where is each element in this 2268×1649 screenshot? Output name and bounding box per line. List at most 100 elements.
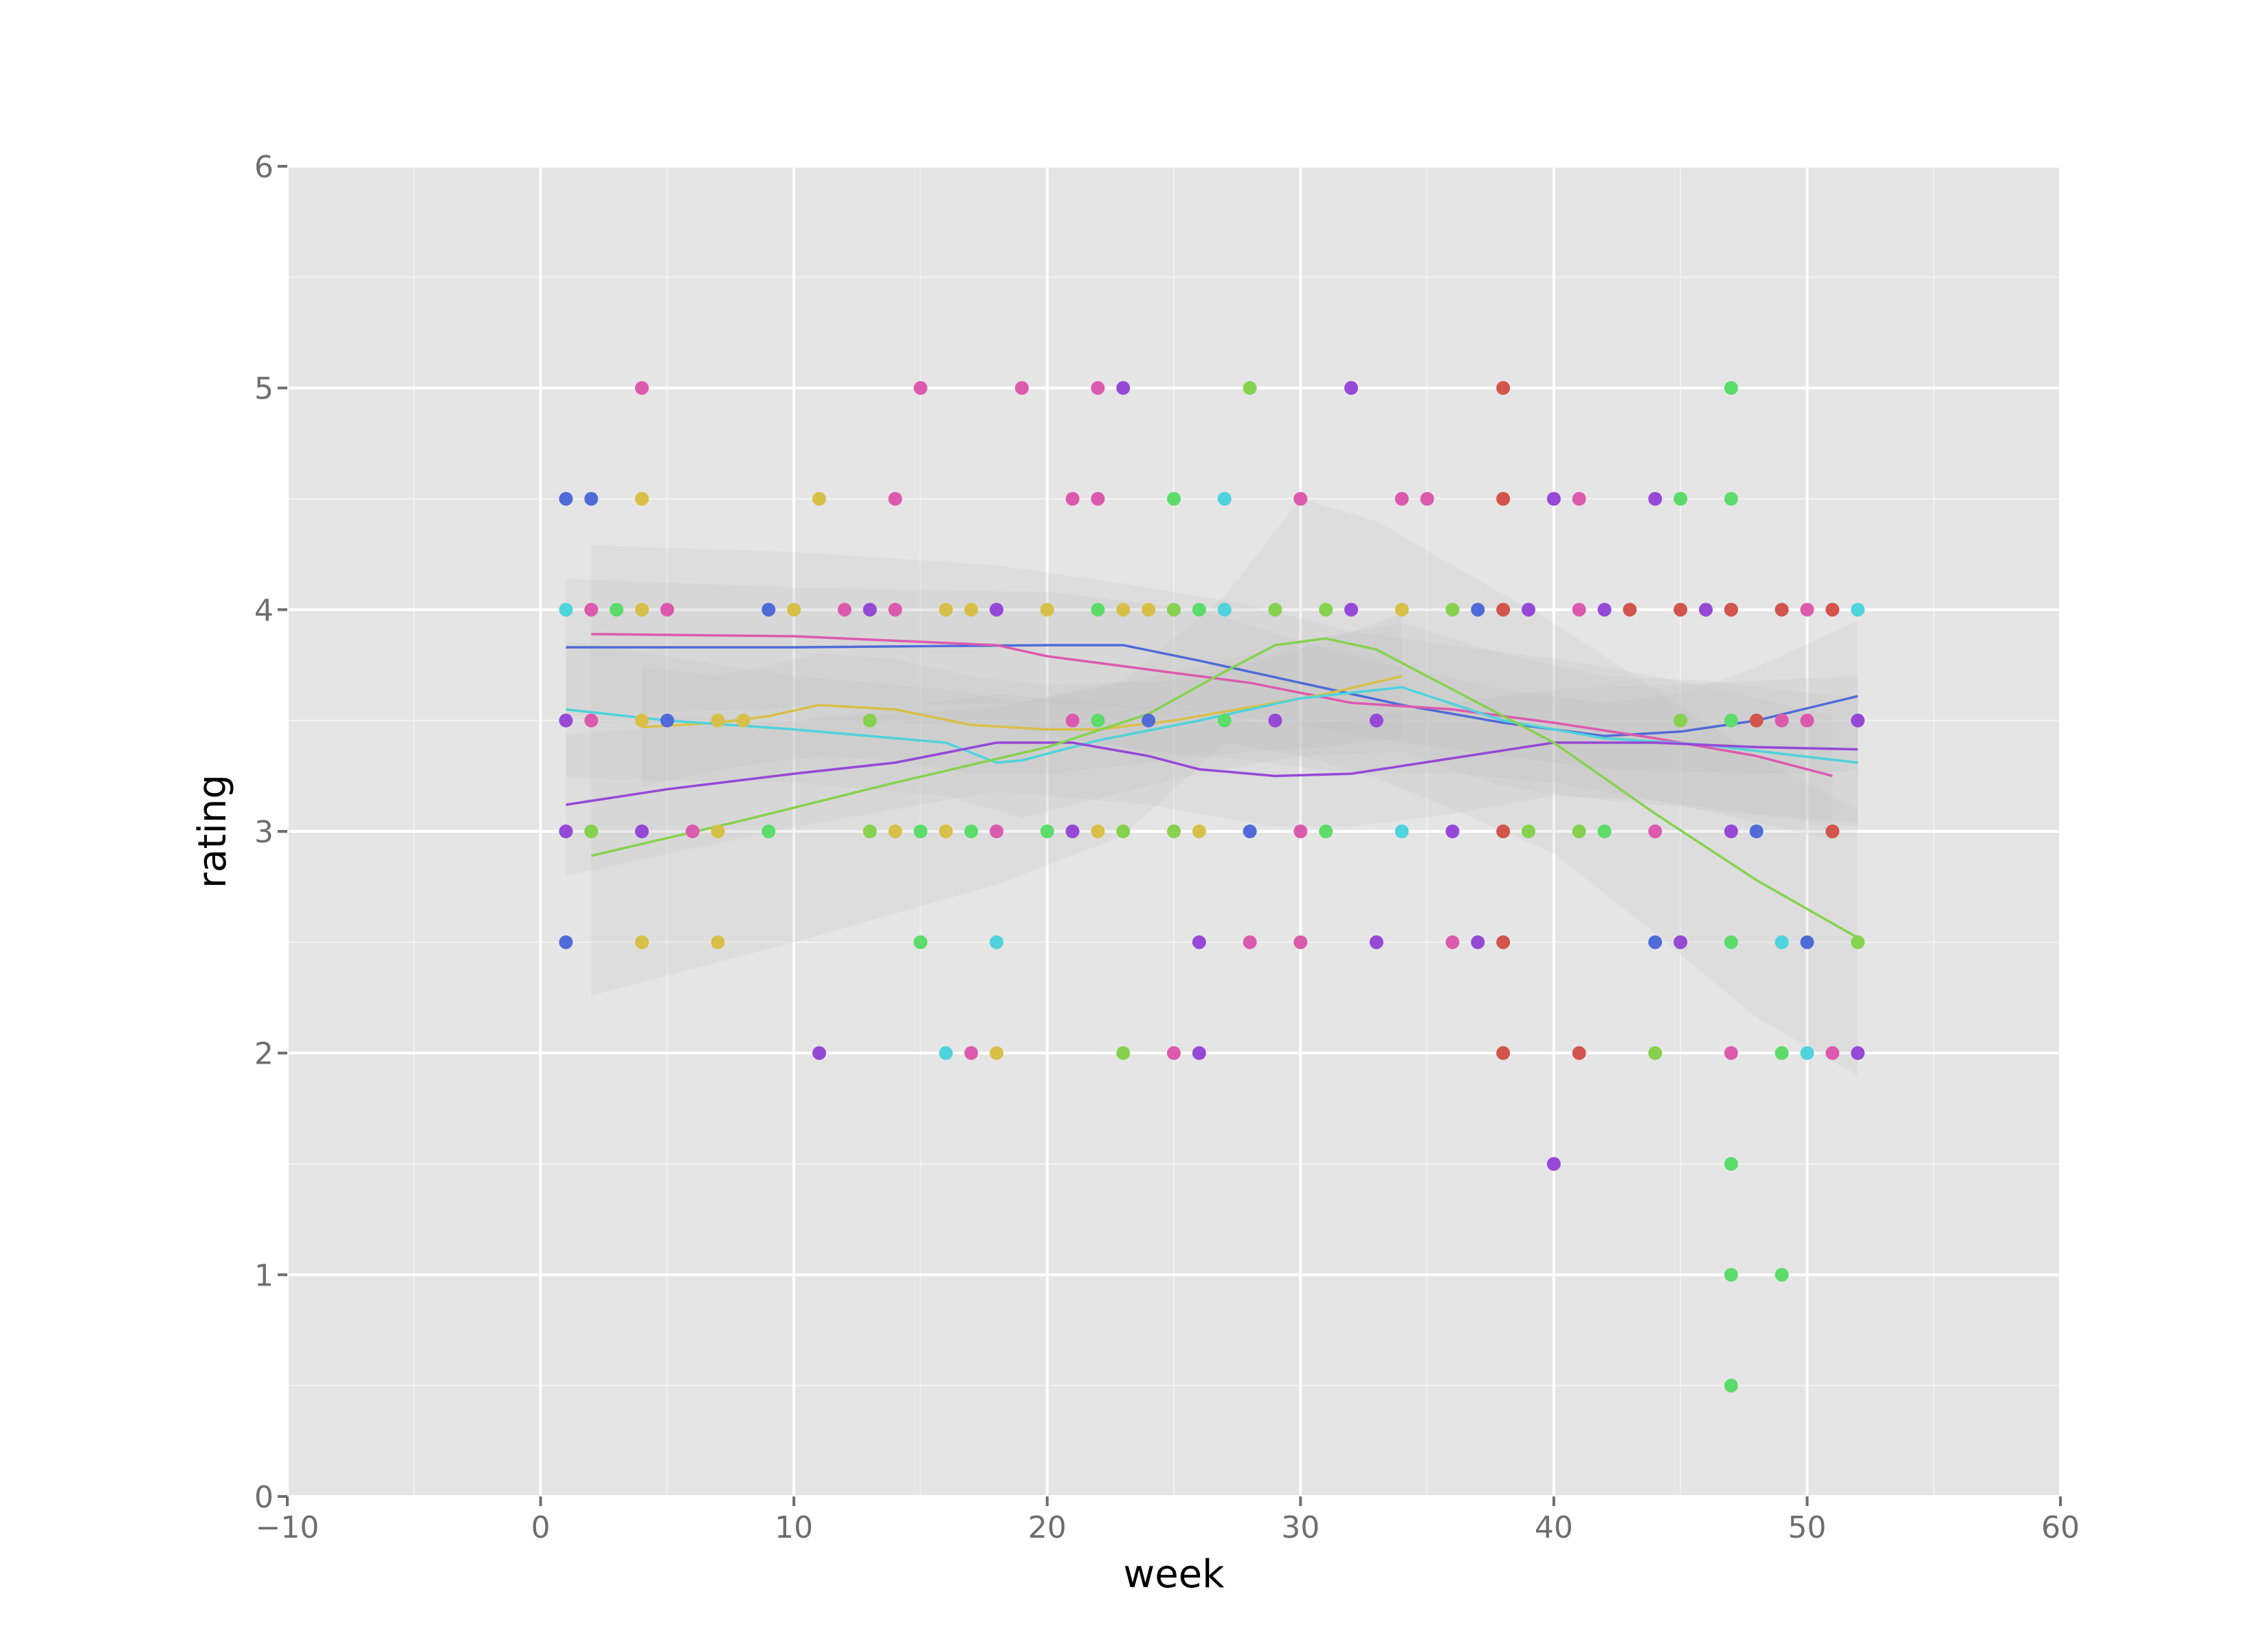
data-point — [939, 824, 953, 838]
data-point — [1091, 603, 1105, 617]
data-point — [1851, 1046, 1865, 1060]
data-point — [1496, 492, 1511, 506]
data-point — [1344, 381, 1358, 395]
trend-lines — [566, 633, 1859, 939]
data-point — [1775, 1268, 1789, 1282]
data-point — [1496, 935, 1511, 950]
data-point — [1091, 492, 1105, 506]
data-point — [584, 492, 599, 506]
data-point — [1496, 603, 1511, 617]
data-point — [1091, 381, 1105, 395]
data-point — [913, 935, 928, 950]
data-point — [1724, 824, 1738, 838]
data-point — [1445, 824, 1460, 838]
data-point — [1724, 603, 1738, 617]
data-point — [1572, 603, 1586, 617]
data-point — [1775, 603, 1789, 617]
data-point — [584, 603, 599, 617]
data-point — [1572, 824, 1586, 838]
data-point — [1648, 492, 1663, 506]
data-point — [787, 603, 801, 617]
data-point — [1724, 1157, 1738, 1171]
data-point — [1724, 935, 1738, 950]
y-tick-label: 5 — [254, 372, 274, 407]
data-point — [1420, 492, 1434, 506]
data-point — [1268, 603, 1282, 617]
data-point — [685, 824, 700, 838]
confidence-band — [591, 545, 1833, 840]
data-point — [837, 603, 852, 617]
data-point — [913, 381, 928, 395]
x-tick-label: 60 — [2041, 1510, 2080, 1545]
data-point — [1167, 492, 1181, 506]
confidence-band — [591, 499, 1858, 1075]
data-point — [1724, 1046, 1738, 1060]
data-point — [635, 935, 649, 950]
data-point — [1496, 381, 1511, 395]
data-point — [559, 492, 573, 506]
data-point — [1648, 935, 1663, 950]
data-point — [1800, 935, 1814, 950]
y-tick-label: 1 — [254, 1258, 274, 1293]
data-point — [1065, 713, 1080, 728]
data-point — [1243, 381, 1257, 395]
data-point — [736, 713, 751, 728]
data-point — [1116, 381, 1131, 395]
data-point — [964, 603, 979, 617]
data-point — [1724, 1378, 1738, 1393]
data-point — [761, 603, 776, 617]
y-tick-label: 0 — [254, 1480, 274, 1515]
y-axis: 0 1 2 3 4 5 6 — [254, 150, 287, 1515]
y-tick-label: 4 — [254, 593, 274, 628]
data-point — [1040, 603, 1054, 617]
data-point — [1344, 603, 1358, 617]
data-point — [1674, 935, 1688, 950]
data-point — [1319, 824, 1333, 838]
data-point — [990, 1046, 1003, 1060]
x-tick-label: −10 — [256, 1510, 320, 1545]
data-point — [1293, 824, 1308, 838]
data-point — [610, 603, 624, 617]
data-point — [990, 935, 1003, 950]
data-point — [1572, 1046, 1586, 1060]
trend-line — [591, 633, 1833, 778]
data-point — [888, 824, 902, 838]
data-point — [1217, 492, 1232, 506]
data-point — [1167, 824, 1181, 838]
data-point — [1116, 1046, 1131, 1060]
data-point — [635, 381, 649, 395]
data-point — [1369, 935, 1383, 950]
data-point — [761, 824, 776, 838]
data-point — [1800, 713, 1814, 728]
data-point — [1496, 1046, 1511, 1060]
trend-line — [566, 741, 1858, 807]
data-point — [1572, 492, 1586, 506]
data-point — [1394, 603, 1409, 617]
data-point — [711, 824, 725, 838]
data-point — [559, 935, 573, 950]
data-point — [1192, 1046, 1206, 1060]
data-point — [1623, 603, 1637, 617]
data-point — [1293, 492, 1308, 506]
data-point — [1471, 603, 1485, 617]
data-point — [1724, 381, 1738, 395]
data-point — [711, 935, 725, 950]
data-point — [1825, 1046, 1840, 1060]
data-point — [888, 603, 902, 617]
data-point — [1116, 603, 1131, 617]
data-point — [1648, 1046, 1663, 1060]
trend-line — [590, 637, 1859, 939]
data-point — [1522, 824, 1535, 838]
data-point — [863, 824, 877, 838]
data-point — [1851, 603, 1865, 617]
data-point — [1800, 1046, 1814, 1060]
x-tick-label: 30 — [1281, 1510, 1320, 1545]
confidence-band — [642, 614, 1402, 787]
data-point — [1167, 1046, 1181, 1060]
data-point — [635, 824, 649, 838]
data-point — [1268, 713, 1282, 728]
data-point — [1192, 603, 1206, 617]
data-point — [1065, 492, 1080, 506]
data-point — [1522, 603, 1535, 617]
